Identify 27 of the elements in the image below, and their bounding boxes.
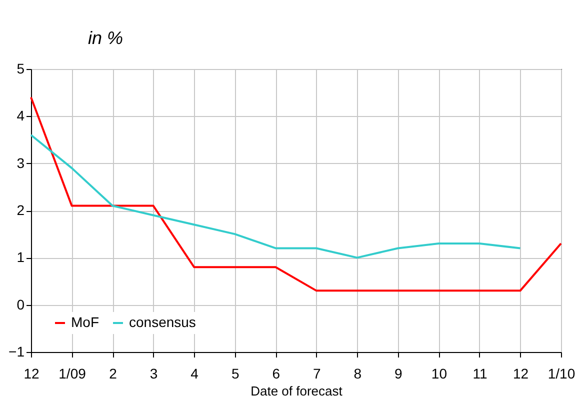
x-tick-label: 3 [150, 366, 158, 382]
x-tick-label: 4 [190, 366, 199, 382]
legend-label: consensus [129, 314, 196, 330]
x-tick-label: 9 [394, 366, 403, 382]
x-tick-label: 10 [431, 366, 448, 382]
x-tick-label: 8 [354, 366, 362, 382]
y-tick-label: 2 [16, 202, 25, 218]
line-series [30, 96, 562, 292]
legend-label: MoF [71, 314, 99, 330]
x-tick-label: 6 [272, 366, 280, 382]
x-axis-title: Date of forecast [250, 384, 343, 398]
y-tick-label: 0 [16, 296, 25, 312]
y-tick-label: 3 [16, 154, 25, 171]
y-tick-label: −1 [8, 344, 25, 360]
chart-subtitle: in % [88, 28, 124, 48]
x-tick-label: 1/10 [548, 366, 576, 382]
x-tick-label: 1/09 [58, 366, 86, 382]
x-tick-label: 7 [312, 366, 321, 382]
x-tick-label: 2 [109, 366, 118, 382]
y-tick-label: 4 [16, 108, 25, 124]
x-tick-label: 12 [512, 366, 529, 382]
x-tick-label: 12 [24, 366, 40, 382]
y-tick-label: 1 [16, 249, 25, 266]
x-tick-label: 5 [231, 366, 240, 382]
x-tick-label: 11 [472, 366, 488, 382]
y-tick-label: 5 [16, 60, 25, 76]
line-series [30, 134, 522, 259]
